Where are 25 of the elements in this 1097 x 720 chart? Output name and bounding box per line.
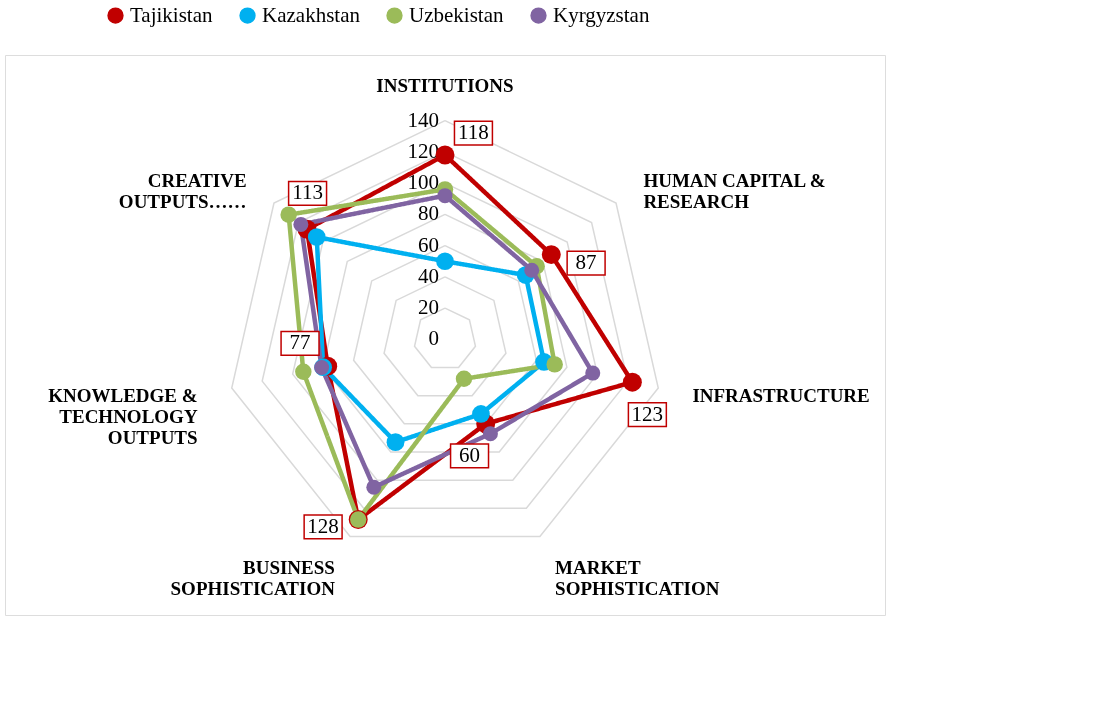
spoke-label: CREATIVE OUTPUTS…… [118, 170, 247, 213]
spoke-label: HUMAN CAPITAL & RESEARCH [643, 170, 826, 213]
legend-label: Kazakhstan [262, 2, 361, 27]
data-label: 118 [458, 120, 489, 145]
y-tick-label: 40 [418, 263, 439, 288]
y-tick-label: 140 [407, 107, 439, 132]
spoke-label: BUSINESS SOPHISTICATION [170, 557, 336, 599]
y-tick-label: 0 [428, 326, 439, 351]
data-label: 60 [459, 442, 481, 467]
spoke-label: INFRASTRUCTURE [692, 384, 870, 406]
y-tick-label: 60 [418, 232, 439, 257]
y-tick-label: 20 [418, 295, 439, 320]
legend-label: Kyrgyzstan [553, 2, 650, 27]
spoke-label: INSTITUTIONS [376, 74, 514, 96]
data-label: 113 [292, 180, 323, 205]
legend-label: Tajikistan [130, 2, 214, 27]
spoke-label: KNOWLEDGE & TECHNOLOGY OUTPUTS [48, 384, 198, 448]
data-label: 77 [289, 330, 311, 355]
data-label: 123 [631, 401, 664, 426]
y-tick-label: 100 [407, 170, 439, 195]
legend-label: Uzbekistan [409, 2, 504, 27]
y-tick-label: 80 [418, 201, 439, 226]
data-label: 128 [307, 513, 339, 538]
spoke-label: MARKET SOPHISTICATION [555, 557, 720, 599]
data-label: 87 [575, 250, 597, 275]
